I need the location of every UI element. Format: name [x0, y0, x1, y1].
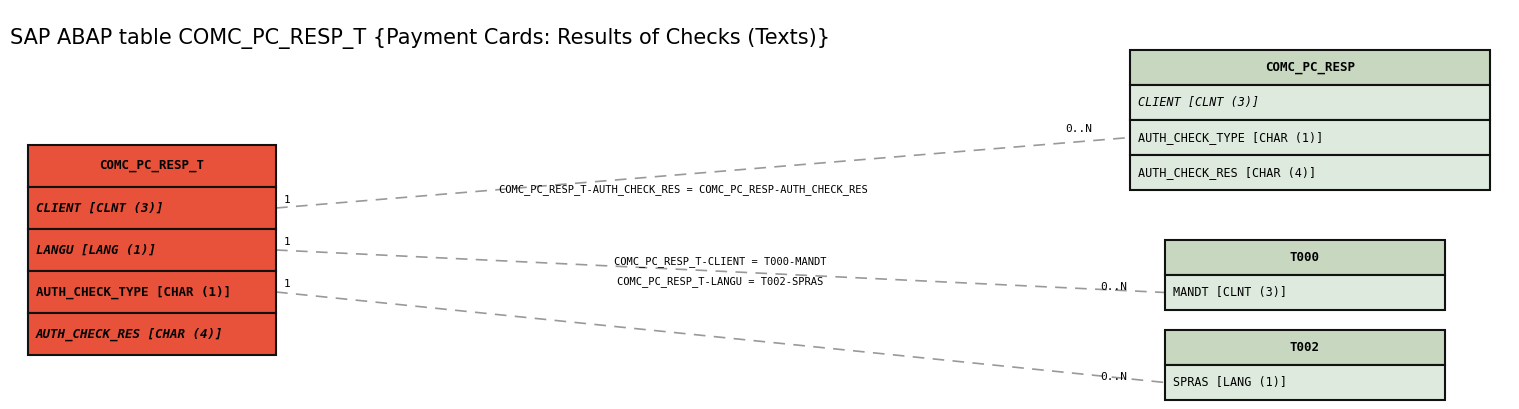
- Bar: [1165, 275, 1445, 310]
- Text: SAP ABAP table COMC_PC_RESP_T {Payment Cards: Results of Checks (Texts)}: SAP ABAP table COMC_PC_RESP_T {Payment C…: [11, 28, 829, 49]
- Bar: [1165, 365, 1445, 400]
- Text: T002: T002: [1290, 341, 1320, 354]
- Text: LANGU [LANG (1)]: LANGU [LANG (1)]: [36, 243, 156, 256]
- Text: COMC_PC_RESP_T-CLIENT = T000-MANDT: COMC_PC_RESP_T-CLIENT = T000-MANDT: [614, 256, 826, 267]
- Text: COMC_PC_RESP_T-AUTH_CHECK_RES = COMC_PC_RESP-AUTH_CHECK_RES: COMC_PC_RESP_T-AUTH_CHECK_RES = COMC_PC_…: [498, 184, 867, 196]
- Text: SPRAS [LANG (1)]: SPRAS [LANG (1)]: [1173, 376, 1287, 389]
- Text: CLIENT [CLNT (3)]: CLIENT [CLNT (3)]: [36, 202, 164, 214]
- Text: COMC_PC_RESP_T: COMC_PC_RESP_T: [100, 160, 205, 173]
- Bar: [27, 187, 276, 229]
- Bar: [27, 229, 276, 271]
- Bar: [27, 145, 276, 187]
- Bar: [1130, 155, 1490, 190]
- Bar: [1165, 240, 1445, 275]
- Text: 0..N: 0..N: [1100, 373, 1127, 382]
- Text: COMC_PC_RESP_T-LANGU = T002-SPRAS: COMC_PC_RESP_T-LANGU = T002-SPRAS: [617, 276, 823, 287]
- Bar: [1130, 85, 1490, 120]
- Text: 1: 1: [284, 195, 290, 205]
- Text: MANDT [CLNT (3)]: MANDT [CLNT (3)]: [1173, 286, 1287, 299]
- Text: AUTH_CHECK_RES [CHAR (4)]: AUTH_CHECK_RES [CHAR (4)]: [1138, 166, 1315, 179]
- Text: COMC_PC_RESP: COMC_PC_RESP: [1265, 61, 1355, 74]
- Bar: [1165, 330, 1445, 365]
- Bar: [1130, 50, 1490, 85]
- Bar: [27, 313, 276, 355]
- Text: 0..N: 0..N: [1065, 124, 1092, 135]
- Text: 0..N: 0..N: [1100, 283, 1127, 292]
- Bar: [27, 271, 276, 313]
- Text: AUTH_CHECK_RES [CHAR (4)]: AUTH_CHECK_RES [CHAR (4)]: [36, 327, 223, 341]
- Text: T000: T000: [1290, 251, 1320, 264]
- Text: 1: 1: [284, 237, 290, 247]
- Bar: [1130, 120, 1490, 155]
- Text: 1: 1: [284, 279, 290, 289]
- Text: AUTH_CHECK_TYPE [CHAR (1)]: AUTH_CHECK_TYPE [CHAR (1)]: [1138, 131, 1323, 144]
- Text: AUTH_CHECK_TYPE [CHAR (1)]: AUTH_CHECK_TYPE [CHAR (1)]: [36, 285, 231, 299]
- Text: CLIENT [CLNT (3)]: CLIENT [CLNT (3)]: [1138, 96, 1259, 109]
